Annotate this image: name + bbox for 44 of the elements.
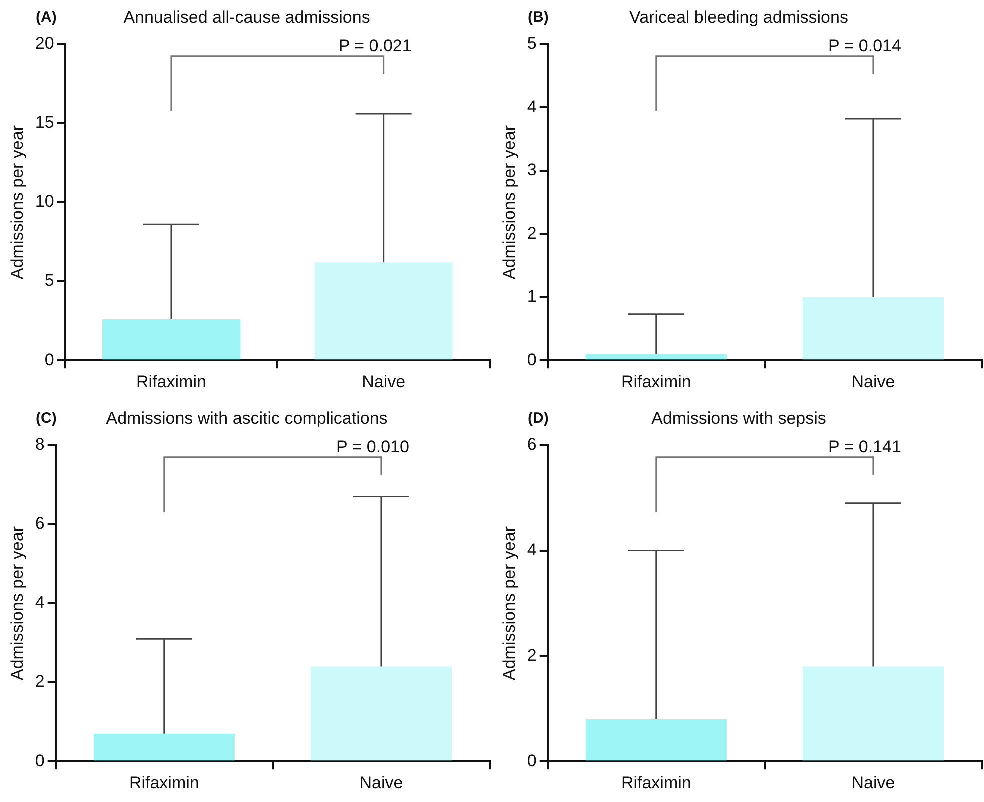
annotation: P = 0.010 bbox=[336, 437, 410, 456]
chart-title: Annualised all-cause admissions bbox=[124, 8, 370, 27]
y-tick-label: 0 bbox=[527, 350, 537, 370]
y-axis-title: Admissions per year bbox=[500, 125, 519, 280]
y-axis-title: Admissions per year bbox=[8, 125, 27, 280]
y-tick-label: 8 bbox=[35, 435, 45, 454]
chart-title: Admissions with ascitic complications bbox=[106, 408, 388, 428]
text: (B) bbox=[528, 9, 549, 26]
x-tick-label: Naive bbox=[852, 773, 896, 792]
annotation: P = 0.141 bbox=[828, 437, 902, 456]
chart-title: Variceal bleeding admissions bbox=[630, 8, 848, 27]
y-axis-title: Admissions per year bbox=[8, 526, 27, 681]
y-tick-label: 2 bbox=[527, 646, 537, 665]
y-tick-label: 4 bbox=[527, 540, 537, 560]
y-tick-label: 5 bbox=[527, 34, 537, 54]
x-tick-label: Naive bbox=[360, 773, 404, 792]
y-axis-title: Admissions per year bbox=[500, 526, 519, 681]
y-tick-label: 15 bbox=[35, 113, 54, 132]
y-tick-label: 5 bbox=[44, 271, 54, 290]
y-tick-label: 6 bbox=[35, 514, 45, 534]
y-tick-label: 2 bbox=[527, 224, 537, 243]
y-tick-label: 0 bbox=[44, 350, 54, 370]
x-tick-label: Naive bbox=[362, 372, 406, 392]
y-tick-label: 4 bbox=[527, 97, 537, 116]
y-tick-label: 0 bbox=[35, 751, 45, 770]
x-tick-label: Rifaximin bbox=[621, 372, 692, 392]
annotation: P = 0.014 bbox=[828, 36, 902, 56]
text: (C) bbox=[36, 410, 57, 427]
x-tick-label: Rifaximin bbox=[136, 372, 206, 392]
text: (A) bbox=[36, 9, 57, 26]
y-tick-label: 10 bbox=[35, 192, 54, 212]
y-tick-label: 1 bbox=[527, 287, 537, 306]
x-tick-label: Rifaximin bbox=[129, 773, 200, 792]
y-tick-label: 2 bbox=[35, 672, 45, 692]
y-tick-label: 0 bbox=[527, 751, 537, 770]
y-tick-label: 6 bbox=[527, 435, 537, 454]
annotation: P = 0.021 bbox=[338, 36, 412, 56]
text: (D) bbox=[528, 410, 549, 427]
y-tick-label: 20 bbox=[35, 34, 54, 54]
x-tick-label: Naive bbox=[852, 372, 896, 392]
chart-title: Admissions with sepsis bbox=[652, 408, 826, 428]
y-tick-label: 4 bbox=[35, 593, 45, 612]
y-tick-label: 3 bbox=[527, 160, 537, 180]
x-tick-label: Rifaximin bbox=[621, 773, 692, 792]
